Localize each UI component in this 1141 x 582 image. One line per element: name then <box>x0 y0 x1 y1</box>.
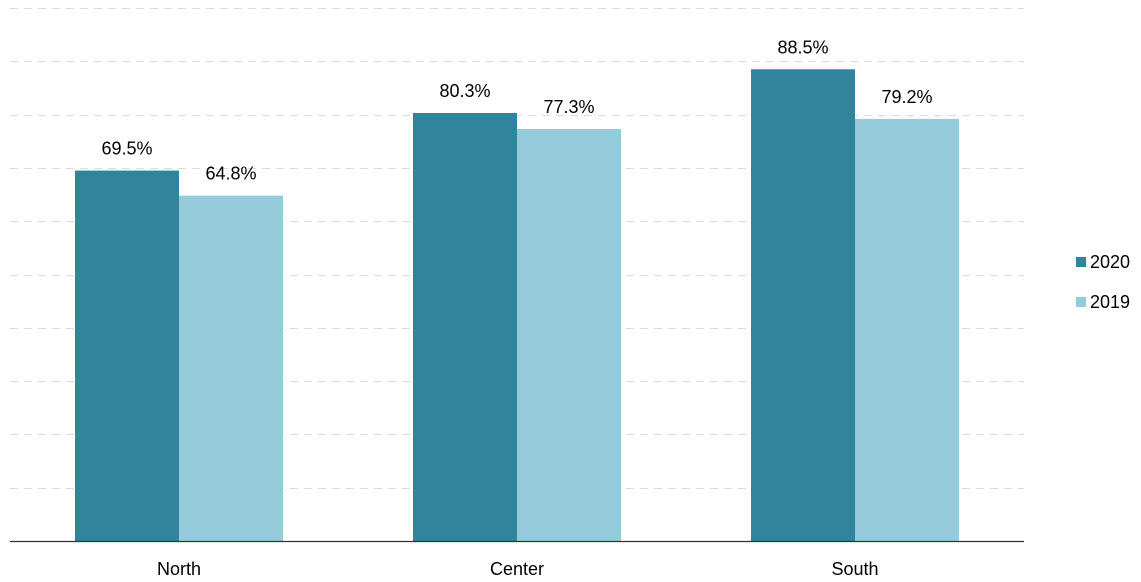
x-tick-label-north: North <box>157 559 201 579</box>
data-label-2020-north: 69.5% <box>101 139 152 159</box>
data-label-2019-center: 77.3% <box>543 97 594 117</box>
bar-2020-south <box>751 69 855 542</box>
data-label-2019-north: 64.8% <box>205 164 256 184</box>
bars <box>75 69 959 542</box>
bar-2019-north <box>179 195 283 541</box>
bar-2019-south <box>855 118 959 541</box>
legend: 2020 2019 <box>1076 252 1130 312</box>
data-label-2019-south: 79.2% <box>881 87 932 107</box>
legend-swatch-2019 <box>1076 297 1086 307</box>
bar-2020-north <box>75 170 179 541</box>
bar-2019-center <box>517 128 621 541</box>
data-labels: 69.5% 64.8% 80.3% 77.3% 88.5% 79.2% <box>101 37 932 183</box>
legend-label-2020: 2020 <box>1090 252 1130 272</box>
data-label-2020-center: 80.3% <box>439 81 490 101</box>
legend-label-2019: 2019 <box>1090 292 1130 312</box>
data-label-2020-south: 88.5% <box>777 37 828 57</box>
bar-2020-center <box>413 113 517 541</box>
legend-swatch-2020 <box>1076 257 1086 267</box>
x-tick-labels: North Center South <box>157 559 879 579</box>
x-tick-label-south: South <box>831 559 878 579</box>
x-tick-label-center: Center <box>490 559 544 579</box>
